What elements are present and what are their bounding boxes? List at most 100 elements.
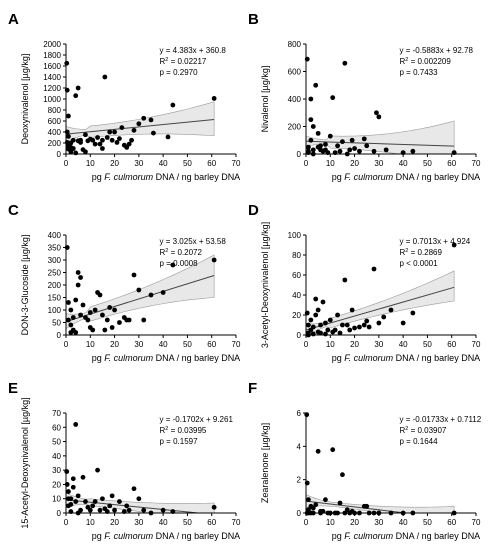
data-point bbox=[410, 510, 416, 516]
y-tick-label: 0 bbox=[297, 150, 302, 159]
stats-line-1: y = -0.01733x + 0.7112 bbox=[400, 415, 482, 424]
y-axis-title: Zearalenone [µg/kg] bbox=[260, 423, 270, 503]
data-point bbox=[102, 74, 108, 80]
x-axis-title-part: pg bbox=[92, 353, 105, 363]
data-point bbox=[451, 510, 457, 516]
regression-line bbox=[306, 500, 410, 513]
stats-line-1: y = -0.1702x + 9.261 bbox=[160, 415, 234, 424]
data-point bbox=[323, 497, 328, 503]
x-tick-label: 0 bbox=[64, 340, 69, 349]
y-tick-label: 400 bbox=[48, 128, 62, 137]
x-axis-title-part: DNA / ng barley DNA bbox=[393, 172, 480, 182]
data-point bbox=[364, 318, 370, 324]
stats-line-2: R2 = 0.02217 bbox=[160, 57, 207, 66]
x-tick-label: 70 bbox=[472, 518, 481, 527]
data-point bbox=[66, 496, 71, 502]
data-point bbox=[340, 139, 345, 145]
data-point bbox=[335, 510, 340, 516]
data-point bbox=[78, 275, 83, 280]
x-tick-label: 10 bbox=[86, 518, 95, 527]
data-point bbox=[136, 287, 142, 293]
y-tick-label: 250 bbox=[48, 269, 62, 278]
data-point bbox=[80, 474, 86, 480]
y-tick-label: 300 bbox=[48, 256, 62, 265]
data-point bbox=[160, 507, 166, 513]
data-point bbox=[170, 102, 176, 108]
superscript: 2 bbox=[165, 248, 168, 254]
data-point bbox=[70, 484, 76, 490]
data-point bbox=[92, 141, 98, 147]
data-point bbox=[318, 322, 323, 328]
data-point bbox=[304, 56, 310, 62]
data-point bbox=[80, 302, 86, 308]
data-point bbox=[374, 110, 379, 116]
x-tick-label: 70 bbox=[472, 340, 481, 349]
data-point bbox=[306, 150, 311, 156]
data-point bbox=[73, 422, 79, 427]
x-axis-title-part: DNA / ng barley DNA bbox=[153, 353, 240, 363]
data-point bbox=[381, 314, 387, 320]
x-tick-label: 0 bbox=[304, 340, 309, 349]
data-point bbox=[315, 307, 321, 313]
data-point bbox=[313, 502, 319, 508]
data-point bbox=[64, 60, 70, 66]
x-axis-title-part: DNA / ng barley DNA bbox=[393, 531, 480, 541]
panel-letter: B bbox=[248, 11, 259, 28]
panel-letter: D bbox=[248, 202, 259, 219]
y-tick-label: 1000 bbox=[43, 95, 61, 104]
data-point bbox=[73, 499, 79, 504]
x-tick-label: 20 bbox=[110, 518, 119, 527]
data-point bbox=[325, 150, 331, 156]
data-point bbox=[306, 322, 311, 328]
y-tick-label: 50 bbox=[52, 438, 61, 447]
stats-line-1: y = 3.025x + 53.58 bbox=[160, 237, 227, 246]
data-point bbox=[87, 507, 93, 513]
data-point bbox=[66, 300, 71, 305]
data-point bbox=[68, 322, 74, 328]
x-tick-label: 20 bbox=[350, 340, 359, 349]
data-point bbox=[332, 327, 338, 333]
data-point bbox=[64, 245, 70, 250]
data-point bbox=[310, 151, 316, 157]
data-point bbox=[347, 147, 353, 153]
y-tick-label: 20 bbox=[292, 311, 301, 320]
data-point bbox=[95, 467, 100, 473]
data-point bbox=[131, 272, 137, 278]
data-point bbox=[323, 141, 328, 147]
data-point bbox=[304, 510, 310, 516]
data-point bbox=[68, 502, 74, 507]
x-tick-label: 10 bbox=[326, 340, 335, 349]
data-point bbox=[337, 148, 343, 154]
data-point bbox=[170, 262, 176, 268]
data-point bbox=[102, 327, 108, 333]
data-point bbox=[304, 480, 310, 486]
data-point bbox=[97, 292, 103, 298]
x-tick-label: 0 bbox=[64, 518, 69, 527]
data-point bbox=[315, 130, 321, 136]
x-axis-title: pg F. culmorum DNA / ng barley DNA bbox=[92, 172, 240, 182]
data-point bbox=[310, 324, 316, 330]
x-tick-label: 40 bbox=[159, 518, 168, 527]
data-point bbox=[75, 493, 81, 499]
x-tick-label: 10 bbox=[86, 340, 95, 349]
panel-b: B 0 200 400 600 800 0 10 20 30 40 50 60 70 Nivalenol [… bbox=[248, 11, 481, 182]
data-point bbox=[320, 299, 326, 305]
data-point bbox=[211, 96, 217, 101]
y-axis-title: Deoxynivalenol [µg/kg] bbox=[20, 54, 30, 145]
y-tick-label: 600 bbox=[48, 117, 62, 126]
data-point bbox=[400, 510, 406, 516]
data-point bbox=[170, 509, 176, 514]
y-tick-label: 20 bbox=[52, 480, 61, 489]
x-tick-label: 10 bbox=[326, 159, 335, 168]
data-point bbox=[78, 312, 83, 318]
x-tick-label: 30 bbox=[374, 518, 383, 527]
data-point bbox=[90, 503, 96, 509]
superscript: 2 bbox=[165, 426, 168, 432]
data-point bbox=[340, 322, 345, 328]
y-tick-label: 0 bbox=[57, 509, 62, 518]
data-point bbox=[73, 93, 79, 99]
data-point bbox=[148, 292, 154, 298]
data-point bbox=[83, 499, 88, 504]
data-point bbox=[352, 146, 357, 151]
